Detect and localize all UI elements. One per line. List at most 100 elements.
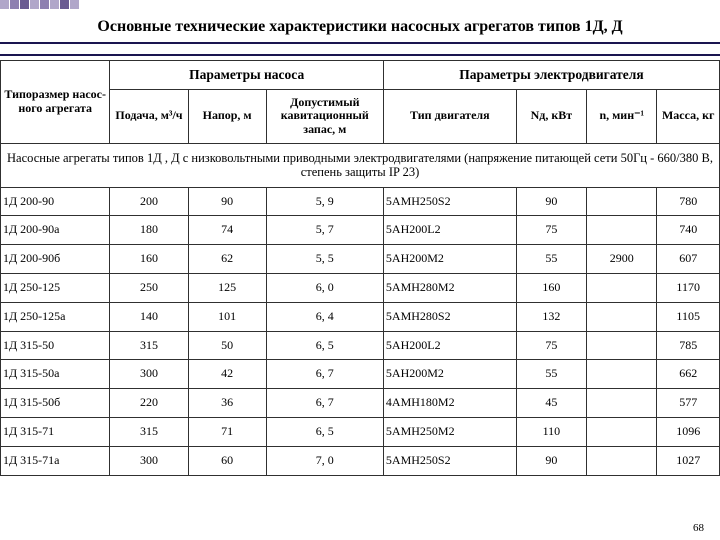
cell-model: 1Д 250-125а <box>1 302 110 331</box>
cell-motor-type: 5АН200М2 <box>383 360 516 389</box>
cell-mass: 1096 <box>657 418 720 447</box>
cell-model: 1Д 315-50 <box>1 331 110 360</box>
cell-power: 90 <box>516 187 586 216</box>
cell-flow: 200 <box>110 187 188 216</box>
cell-mass: 577 <box>657 389 720 418</box>
cell-npsh: 6, 5 <box>266 331 383 360</box>
cell-motor-type: 5АМН280М2 <box>383 274 516 303</box>
table-row: 1Д 250-1252501256, 05АМН280М2160 1170 <box>1 274 720 303</box>
cell-motor-type: 5АМН250М2 <box>383 418 516 447</box>
cell-power: 45 <box>516 389 586 418</box>
cell-flow: 140 <box>110 302 188 331</box>
cell-mass: 1105 <box>657 302 720 331</box>
cell-npsh: 5, 5 <box>266 245 383 274</box>
cell-npsh: 6, 0 <box>266 274 383 303</box>
cell-npsh: 5, 7 <box>266 216 383 245</box>
cell-head: 90 <box>188 187 266 216</box>
group-motor: Параметры электродвигателя <box>383 61 719 90</box>
cell-mass: 1027 <box>657 446 720 475</box>
cell-model: 1Д 315-50а <box>1 360 110 389</box>
col-mass: Масса, кг <box>657 89 720 143</box>
cell-speed <box>587 446 657 475</box>
cell-model: 1Д 315-50б <box>1 389 110 418</box>
col-head: Напор, м <box>188 89 266 143</box>
col-npsh: Допустимый кавитацион­ный запас, м <box>266 89 383 143</box>
corner-decoration <box>0 0 120 18</box>
cell-mass: 780 <box>657 187 720 216</box>
section-header-row: Насосные агрегаты типов 1Д , Д с низково… <box>1 143 720 187</box>
col-model: Типоразмер насос­ного агрегата <box>1 61 110 144</box>
cell-speed <box>587 389 657 418</box>
cell-motor-type: 5АН200М2 <box>383 245 516 274</box>
cell-speed <box>587 187 657 216</box>
cell-npsh: 7, 0 <box>266 446 383 475</box>
cell-power: 90 <box>516 446 586 475</box>
cell-motor-type: 5АМН280S2 <box>383 302 516 331</box>
cell-head: 62 <box>188 245 266 274</box>
spec-table: Типоразмер насос­ного агрегата Параметры… <box>0 60 720 476</box>
cell-head: 60 <box>188 446 266 475</box>
table-row: 1Д 315-50б220366, 74АМН180М245577 <box>1 389 720 418</box>
cell-power: 55 <box>516 360 586 389</box>
cell-model: 1Д 250-125 <box>1 274 110 303</box>
cell-npsh: 6, 7 <box>266 389 383 418</box>
section-text: Насосные агрегаты типов 1Д , Д с низково… <box>1 143 720 187</box>
col-speed: n, мин⁻¹ <box>587 89 657 143</box>
cell-npsh: 6, 4 <box>266 302 383 331</box>
cell-head: 36 <box>188 389 266 418</box>
table-row: 1Д 315-71315716, 55АМН250М2110 1096 <box>1 418 720 447</box>
cell-motor-type: 5АМН250S2 <box>383 446 516 475</box>
col-power: Nд, кВт <box>516 89 586 143</box>
cell-power: 55 <box>516 245 586 274</box>
cell-mass: 740 <box>657 216 720 245</box>
cell-speed <box>587 216 657 245</box>
cell-model: 1Д 315-71 <box>1 418 110 447</box>
cell-model: 1Д 200-90а <box>1 216 110 245</box>
table-row: 1Д 315-50315506, 55АН200L275 785 <box>1 331 720 360</box>
cell-head: 74 <box>188 216 266 245</box>
cell-npsh: 6, 5 <box>266 418 383 447</box>
cell-npsh: 5, 9 <box>266 187 383 216</box>
cell-flow: 315 <box>110 331 188 360</box>
cell-speed <box>587 418 657 447</box>
table-row: 1Д 200-90200905, 95АМН250S290780 <box>1 187 720 216</box>
cell-motor-type: 5АН200L2 <box>383 216 516 245</box>
cell-head: 101 <box>188 302 266 331</box>
cell-flow: 180 <box>110 216 188 245</box>
page-number: 68 <box>693 522 704 534</box>
cell-mass: 1170 <box>657 274 720 303</box>
cell-power: 75 <box>516 331 586 360</box>
cell-flow: 315 <box>110 418 188 447</box>
table-row: 1Д 200-90б160625, 55АН200М2552900607 <box>1 245 720 274</box>
cell-power: 110 <box>516 418 586 447</box>
group-pump: Параметры насоса <box>110 61 384 90</box>
cell-speed <box>587 360 657 389</box>
cell-head: 125 <box>188 274 266 303</box>
col-flow: Подача, м³/ч <box>110 89 188 143</box>
col-motor-type: Тип двигателя <box>383 89 516 143</box>
cell-flow: 220 <box>110 389 188 418</box>
cell-head: 71 <box>188 418 266 447</box>
cell-power: 160 <box>516 274 586 303</box>
cell-mass: 607 <box>657 245 720 274</box>
header-group-row: Типоразмер насос­ного агрегата Параметры… <box>1 61 720 90</box>
cell-model: 1Д 315-71а <box>1 446 110 475</box>
cell-head: 50 <box>188 331 266 360</box>
table-row: 1Д 315-50а300426, 75АН200М255662 <box>1 360 720 389</box>
cell-mass: 785 <box>657 331 720 360</box>
table-row: 1Д 315-71а300607, 05АМН250S290 1027 <box>1 446 720 475</box>
cell-power: 132 <box>516 302 586 331</box>
cell-flow: 160 <box>110 245 188 274</box>
cell-speed <box>587 274 657 303</box>
cell-motor-type: 5АМН250S2 <box>383 187 516 216</box>
cell-flow: 250 <box>110 274 188 303</box>
cell-flow: 300 <box>110 446 188 475</box>
cell-motor-type: 5АН200L2 <box>383 331 516 360</box>
cell-head: 42 <box>188 360 266 389</box>
cell-speed: 2900 <box>587 245 657 274</box>
table-row: 1Д 200-90а180745, 75АН200L275 740 <box>1 216 720 245</box>
cell-speed <box>587 331 657 360</box>
cell-flow: 300 <box>110 360 188 389</box>
cell-mass: 662 <box>657 360 720 389</box>
cell-power: 75 <box>516 216 586 245</box>
